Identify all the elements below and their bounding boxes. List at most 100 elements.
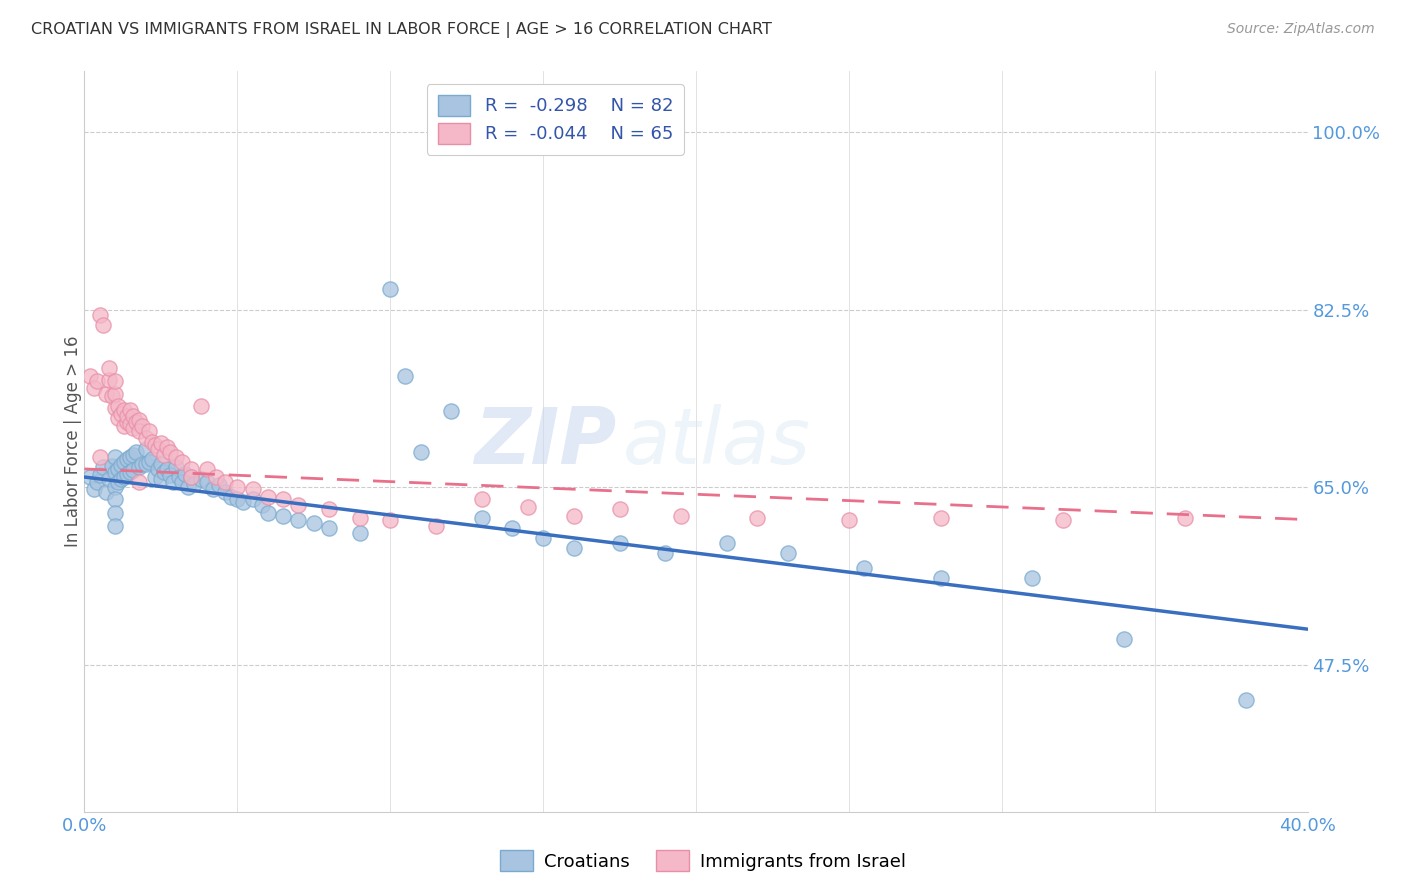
Point (125, 444, 148, 458)
Point (1174, 510, 1197, 524)
Text: ZIP: ZIP (474, 403, 616, 480)
Point (128, 459, 150, 474)
Point (86, 475, 108, 489)
Point (110, 407, 132, 421)
Point (115, 409, 138, 424)
Point (174, 467, 197, 481)
Point (156, 462, 179, 476)
Point (162, 475, 184, 489)
Point (219, 491, 242, 505)
Point (110, 458, 132, 472)
Point (122, 463, 145, 477)
Point (609, 502, 631, 516)
Point (409, 444, 432, 458)
Point (135, 457, 157, 471)
Point (97, 360, 120, 375)
Point (97, 373, 120, 387)
Point (271, 508, 294, 523)
Point (141, 451, 163, 466)
Point (349, 525, 371, 540)
Point (226, 492, 249, 507)
Text: CROATIAN VS IMMIGRANTS FROM ISRAEL IN LABOR FORCE | AGE > 16 CORRELATION CHART: CROATIAN VS IMMIGRANTS FROM ISRAEL IN LA… (31, 22, 772, 38)
Point (122, 421, 145, 435)
Point (205, 470, 228, 484)
Point (214, 485, 236, 500)
Point (250, 499, 273, 513)
Point (115, 415, 138, 429)
Point (89, 450, 111, 464)
Point (654, 546, 676, 560)
Point (112, 455, 135, 469)
Point (349, 510, 371, 524)
Point (107, 462, 129, 476)
Point (257, 506, 280, 520)
Point (747, 510, 769, 524)
Point (149, 435, 172, 450)
Point (380, 513, 402, 527)
Point (165, 459, 187, 474)
Point (929, 571, 952, 585)
Point (425, 518, 447, 533)
Point (302, 516, 325, 530)
Point (94, 387, 117, 401)
Point (112, 470, 135, 484)
Point (183, 477, 205, 491)
Point (180, 470, 202, 484)
Point (131, 419, 153, 434)
Point (669, 508, 692, 523)
Point (242, 492, 264, 507)
Point (318, 502, 340, 516)
Point (177, 480, 200, 494)
Point (716, 536, 738, 550)
Point (97, 472, 120, 486)
Point (107, 399, 129, 413)
Point (929, 510, 952, 524)
Point (190, 399, 212, 413)
Point (149, 472, 172, 486)
Point (287, 513, 309, 527)
Point (172, 455, 194, 469)
Point (125, 415, 148, 429)
Point (120, 403, 142, 417)
Point (143, 437, 166, 451)
Point (120, 465, 142, 479)
Point (83, 381, 105, 395)
Point (167, 470, 190, 484)
Point (471, 510, 494, 524)
Point (153, 465, 176, 479)
Point (562, 508, 585, 523)
Point (471, 492, 494, 507)
Point (318, 521, 340, 535)
Point (440, 404, 463, 418)
Point (159, 444, 181, 458)
Point (1114, 632, 1136, 647)
Point (122, 448, 145, 462)
Point (1236, 693, 1258, 707)
Point (138, 455, 160, 469)
Point (115, 467, 138, 481)
Point (131, 457, 153, 471)
Point (165, 450, 187, 464)
Point (180, 470, 202, 484)
Point (89, 468, 111, 483)
Point (104, 492, 127, 507)
Point (107, 411, 129, 425)
Point (79, 470, 101, 484)
Point (101, 458, 124, 473)
Point (190, 472, 212, 486)
Point (195, 462, 218, 476)
Point (104, 401, 127, 415)
Point (1052, 513, 1074, 527)
Point (141, 434, 163, 449)
Y-axis label: In Labor Force | Age > 16: In Labor Force | Age > 16 (65, 335, 82, 548)
Point (232, 495, 254, 509)
Point (104, 480, 127, 494)
Point (138, 425, 160, 439)
Point (86, 374, 108, 388)
Point (146, 462, 169, 476)
Point (172, 475, 194, 489)
Point (776, 546, 799, 560)
Point (531, 531, 554, 545)
Point (104, 506, 127, 520)
Point (128, 413, 150, 427)
